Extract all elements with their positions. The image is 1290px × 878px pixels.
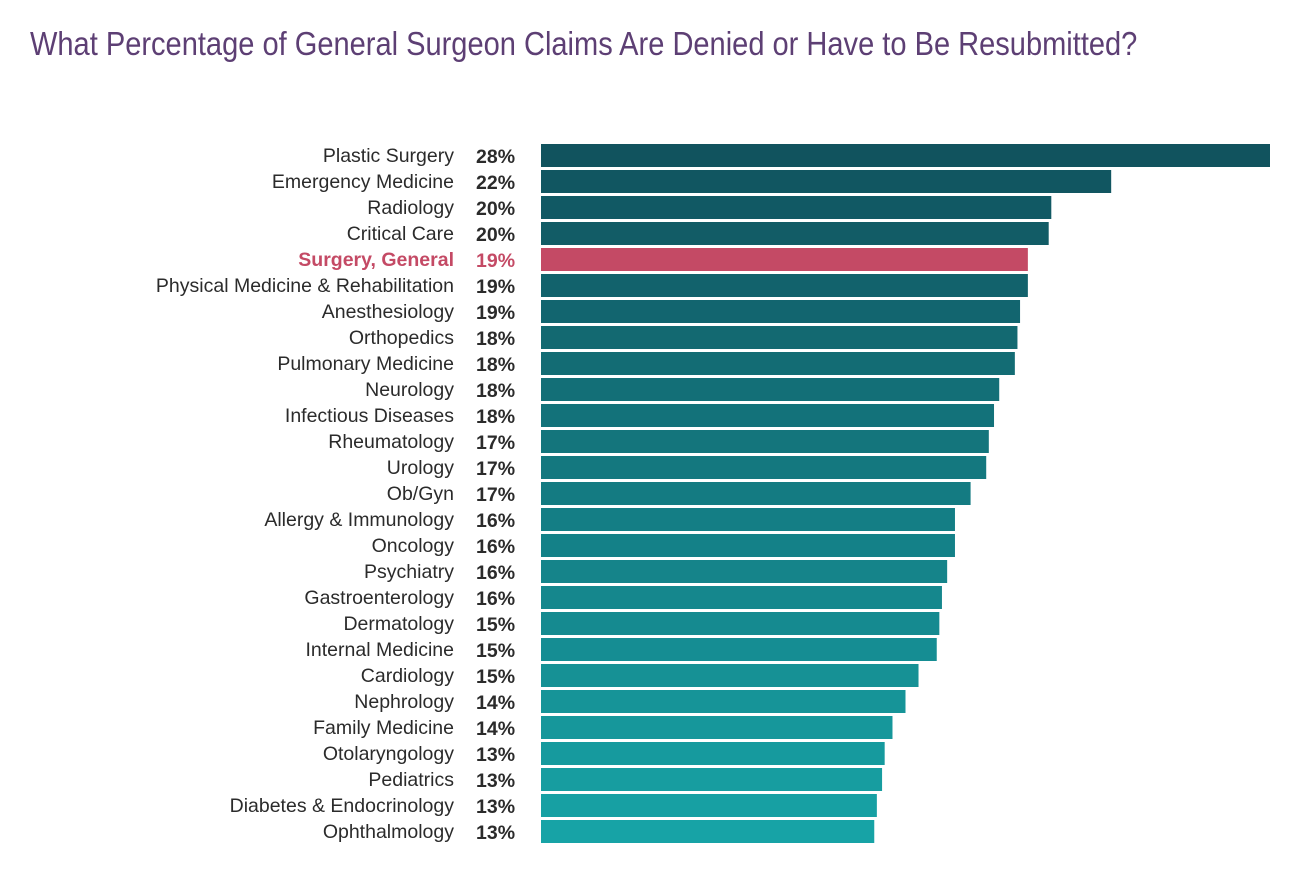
category-label: Gastroenterology bbox=[304, 587, 454, 609]
category-label: Nephrology bbox=[354, 691, 454, 713]
value-label: 16% bbox=[476, 536, 515, 558]
category-label: Critical Care bbox=[347, 223, 454, 245]
category-label: Allergy & Immunology bbox=[264, 509, 454, 531]
bar bbox=[541, 352, 1015, 375]
value-label: 18% bbox=[476, 354, 515, 376]
category-label: Psychiatry bbox=[364, 561, 454, 583]
bar bbox=[541, 794, 877, 817]
value-label: 16% bbox=[476, 510, 515, 532]
value-label: 15% bbox=[476, 640, 515, 662]
value-label: 22% bbox=[476, 172, 515, 194]
value-label: 17% bbox=[476, 432, 515, 454]
value-label: 17% bbox=[476, 458, 515, 480]
value-label: 19% bbox=[476, 302, 515, 324]
value-label: 28% bbox=[476, 146, 515, 168]
bar bbox=[541, 170, 1112, 193]
category-label: Otolaryngology bbox=[323, 743, 454, 765]
bar bbox=[541, 326, 1018, 349]
category-label: Pulmonary Medicine bbox=[277, 353, 454, 375]
bar bbox=[541, 300, 1021, 323]
category-label: Oncology bbox=[372, 535, 455, 557]
bar bbox=[541, 482, 971, 505]
value-label: 13% bbox=[476, 822, 515, 844]
category-label: Physical Medicine & Rehabilitation bbox=[156, 275, 454, 297]
category-label: Neurology bbox=[365, 379, 454, 401]
value-label: 15% bbox=[476, 666, 515, 688]
bar bbox=[541, 690, 906, 713]
bar bbox=[541, 586, 942, 609]
value-label: 20% bbox=[476, 198, 515, 220]
bar bbox=[541, 456, 987, 479]
bar bbox=[541, 430, 989, 453]
value-label: 13% bbox=[476, 770, 515, 792]
chart-title: What Percentage of General Surgeon Claim… bbox=[30, 25, 1138, 62]
bar bbox=[541, 274, 1028, 297]
value-label: 13% bbox=[476, 744, 515, 766]
category-label: Urology bbox=[387, 457, 454, 479]
value-label: 19% bbox=[476, 250, 515, 272]
category-label: Anesthesiology bbox=[322, 301, 455, 323]
value-label: 18% bbox=[476, 380, 515, 402]
bar bbox=[541, 508, 955, 531]
value-label: 15% bbox=[476, 614, 515, 636]
category-label: Diabetes & Endocrinology bbox=[230, 795, 455, 817]
bar bbox=[541, 248, 1028, 271]
value-label: 19% bbox=[476, 276, 515, 298]
bar bbox=[541, 144, 1270, 167]
value-label: 20% bbox=[476, 224, 515, 246]
value-label: 16% bbox=[476, 588, 515, 610]
bar bbox=[541, 612, 940, 635]
category-label: Emergency Medicine bbox=[272, 171, 454, 193]
bar bbox=[541, 820, 875, 843]
bar bbox=[541, 222, 1049, 245]
value-label: 16% bbox=[476, 562, 515, 584]
value-label: 17% bbox=[476, 484, 515, 506]
category-label: Surgery, General bbox=[298, 249, 454, 271]
bar bbox=[541, 768, 883, 791]
category-label: Plastic Surgery bbox=[323, 145, 454, 167]
bar bbox=[541, 560, 948, 583]
category-label: Orthopedics bbox=[349, 327, 454, 349]
category-label: Family Medicine bbox=[313, 717, 454, 739]
category-label: Infectious Diseases bbox=[285, 405, 454, 427]
bar bbox=[541, 404, 995, 427]
bar bbox=[541, 196, 1052, 219]
bar bbox=[541, 716, 893, 739]
bar bbox=[541, 534, 955, 557]
value-label: 14% bbox=[476, 692, 515, 714]
value-label: 18% bbox=[476, 406, 515, 428]
bar bbox=[541, 742, 885, 765]
category-label: Radiology bbox=[367, 197, 454, 219]
value-label: 13% bbox=[476, 796, 515, 818]
value-label: 18% bbox=[476, 328, 515, 350]
category-label: Dermatology bbox=[343, 613, 454, 635]
category-label: Cardiology bbox=[361, 665, 454, 687]
category-label: Pediatrics bbox=[368, 769, 454, 791]
bar bbox=[541, 664, 919, 687]
category-label: Internal Medicine bbox=[306, 639, 455, 661]
bar bbox=[541, 638, 937, 661]
category-label: Ophthalmology bbox=[323, 821, 454, 843]
category-label: Rheumatology bbox=[328, 431, 454, 453]
bar bbox=[541, 378, 1000, 401]
category-label: Ob/Gyn bbox=[387, 483, 454, 505]
value-label: 14% bbox=[476, 718, 515, 740]
